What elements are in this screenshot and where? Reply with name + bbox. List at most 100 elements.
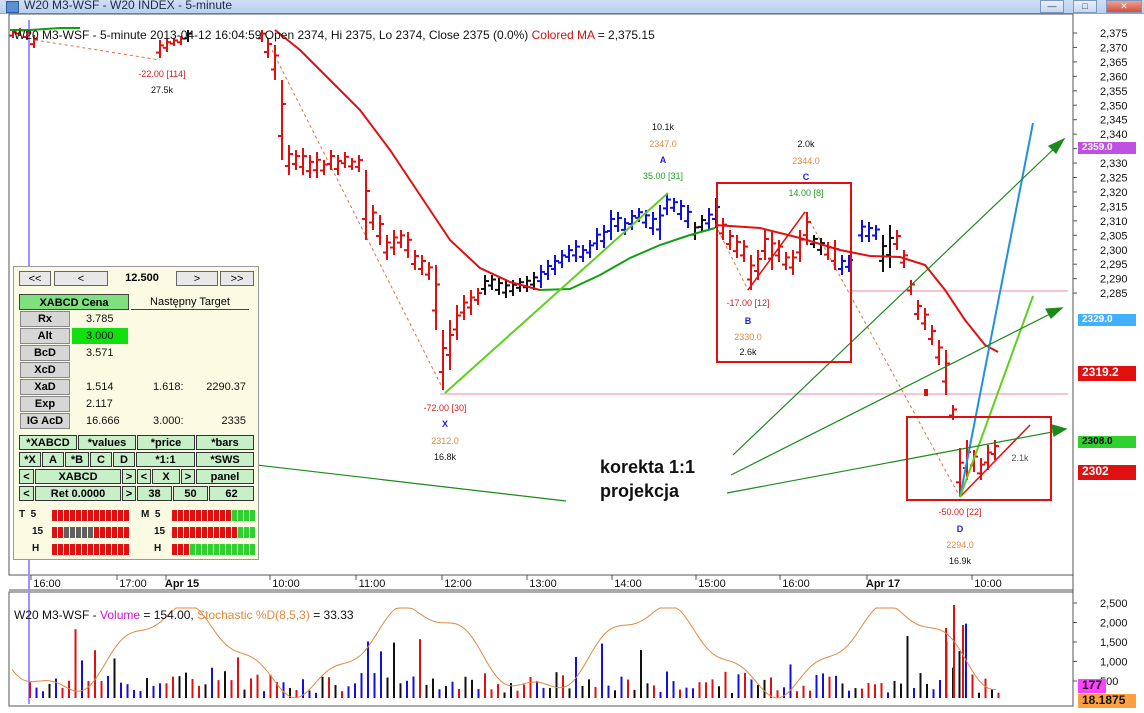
price-bar [551,255,559,275]
price-bar [740,240,748,262]
toggle-b[interactable]: *B [65,452,89,467]
xabcd-panel[interactable]: << < 12.500 > >> XABCD Cena Następny Tar… [13,266,259,560]
pattern-xa-leg [444,192,669,394]
price-bar [593,228,601,250]
nav-next-button[interactable]: > [176,271,218,286]
price-bar [460,295,468,320]
price-tick-label: 2,350 [1100,100,1128,112]
price-tick-label: 2,340 [1100,129,1128,141]
row-value-3: 2290.37 [206,381,246,393]
price-bar [956,448,964,497]
price-tag: 2359.0 [1078,142,1136,154]
price-bar [865,222,873,242]
row-label-xad[interactable]: XaD [20,379,70,395]
price-bar [656,205,664,240]
price-bar [726,230,734,250]
toggle-x[interactable]: *X [19,452,41,467]
ret-right-button[interactable]: > [122,486,136,501]
nav-prev-button[interactable]: < [54,271,108,286]
price-bar [418,255,426,275]
price-bar [886,225,894,268]
row-label-rx[interactable]: Rx [20,311,70,327]
xabcd-left-button[interactable]: < [19,469,34,484]
price-bar [928,325,936,345]
price-tick-label: 2,345 [1100,115,1128,127]
nav-value: 12.500 [125,272,159,284]
annotation-text: korekta 1:1 projekcja [600,455,695,503]
x-selector[interactable]: X [152,469,180,484]
ret-value[interactable]: Ret 0.0000 [35,486,121,501]
nav-last-button[interactable]: >> [220,271,254,286]
ret-38-button[interactable]: 38 [137,486,172,501]
colored-ma-green [539,227,716,291]
time-axis: 16:00 17:00 Apr 15 10:00 11:00 12:00 13:00 14:0… [30,575,1002,590]
price-bar [558,250,566,268]
toggle-price[interactable]: *price [137,435,195,450]
price-tick-label: 2,330 [1100,158,1128,170]
toggle-c[interactable]: C [90,452,112,467]
tab-nastepny-target[interactable]: Następny Target [131,294,249,310]
price-bar [733,235,741,258]
volume-tick-label: 2,500 [1100,598,1128,610]
price-bar [271,45,279,80]
price-bar [579,245,587,262]
meter-15-label: 15 [32,526,44,537]
price-tick-label: 2,310 [1100,216,1128,228]
meter-m-label: M 5 [141,509,161,520]
ret-50-button[interactable]: 50 [173,486,208,501]
price-bars [9,28,999,497]
row-label-xcd[interactable]: XcD [20,362,70,378]
toggle-xabcd[interactable]: *XABCD [19,435,77,450]
minimize-button[interactable]: — [1040,0,1064,13]
xabcd-selector[interactable]: XABCD [35,469,121,484]
toggle-sws[interactable]: *SWS [196,452,254,467]
price-tick-label: 2,290 [1100,274,1128,286]
tab-xabcd-cena[interactable]: XABCD Cena [19,294,129,310]
price-bar [348,158,356,170]
nav-first-button[interactable]: << [19,271,51,286]
price-bar [761,230,769,260]
ret-62-button[interactable]: 62 [209,486,254,501]
row-label-alt[interactable]: Alt [20,328,70,344]
row-value-3: 2335 [221,415,246,427]
row-label-exp[interactable]: Exp [20,396,70,412]
price-bar [984,445,992,470]
price-tick-label: 2,320 [1100,187,1128,199]
x-right-button[interactable]: > [181,469,195,484]
price-bar [327,150,335,170]
price-tick-label: 2,360 [1100,71,1128,83]
price-bar [607,210,615,240]
price-tick-label: 2,300 [1100,245,1128,257]
swing-d-label: D [957,524,964,534]
xabcd-right-button[interactable]: > [122,469,136,484]
toggle-ratio-1-1[interactable]: *1:1 [136,452,195,467]
toggle-values[interactable]: *values [78,435,136,450]
swing-a-price: 2347.0 [649,139,677,149]
swing-c-price: 2344.0 [792,156,820,166]
colored-ma-top [10,27,80,31]
row-label-bcd[interactable]: BcD [20,345,70,361]
maximize-button[interactable]: □ [1073,0,1097,13]
price-bar [264,38,272,58]
price-bar [872,225,880,240]
toggle-bars[interactable]: *bars [196,435,254,450]
projection-blue [959,122,1034,498]
time-tick-label: Apr 17 [866,578,900,590]
toggle-d[interactable]: D [113,452,135,467]
stoch-legend-label: Stochastic %D(8,5,3) [197,608,310,622]
close-button[interactable]: ✕ [1106,0,1142,13]
price-bar [698,215,706,232]
toggle-a[interactable]: A [42,452,64,467]
time-tick-label: 10:00 [272,578,300,590]
price-tick-label: 2,325 [1100,173,1128,185]
price-bar [30,35,38,48]
price-bar [586,240,594,258]
x-left-button[interactable]: < [137,469,151,484]
ret-left-button[interactable]: < [19,486,34,501]
price-bar [858,220,866,242]
swing-dash-2 [271,49,446,394]
row-label-ig-acd[interactable]: IG AcD [20,413,70,429]
panel-button[interactable]: panel [196,469,254,484]
time-tick-label: 16:00 [782,578,810,590]
pattern-d-leg [959,424,1031,498]
